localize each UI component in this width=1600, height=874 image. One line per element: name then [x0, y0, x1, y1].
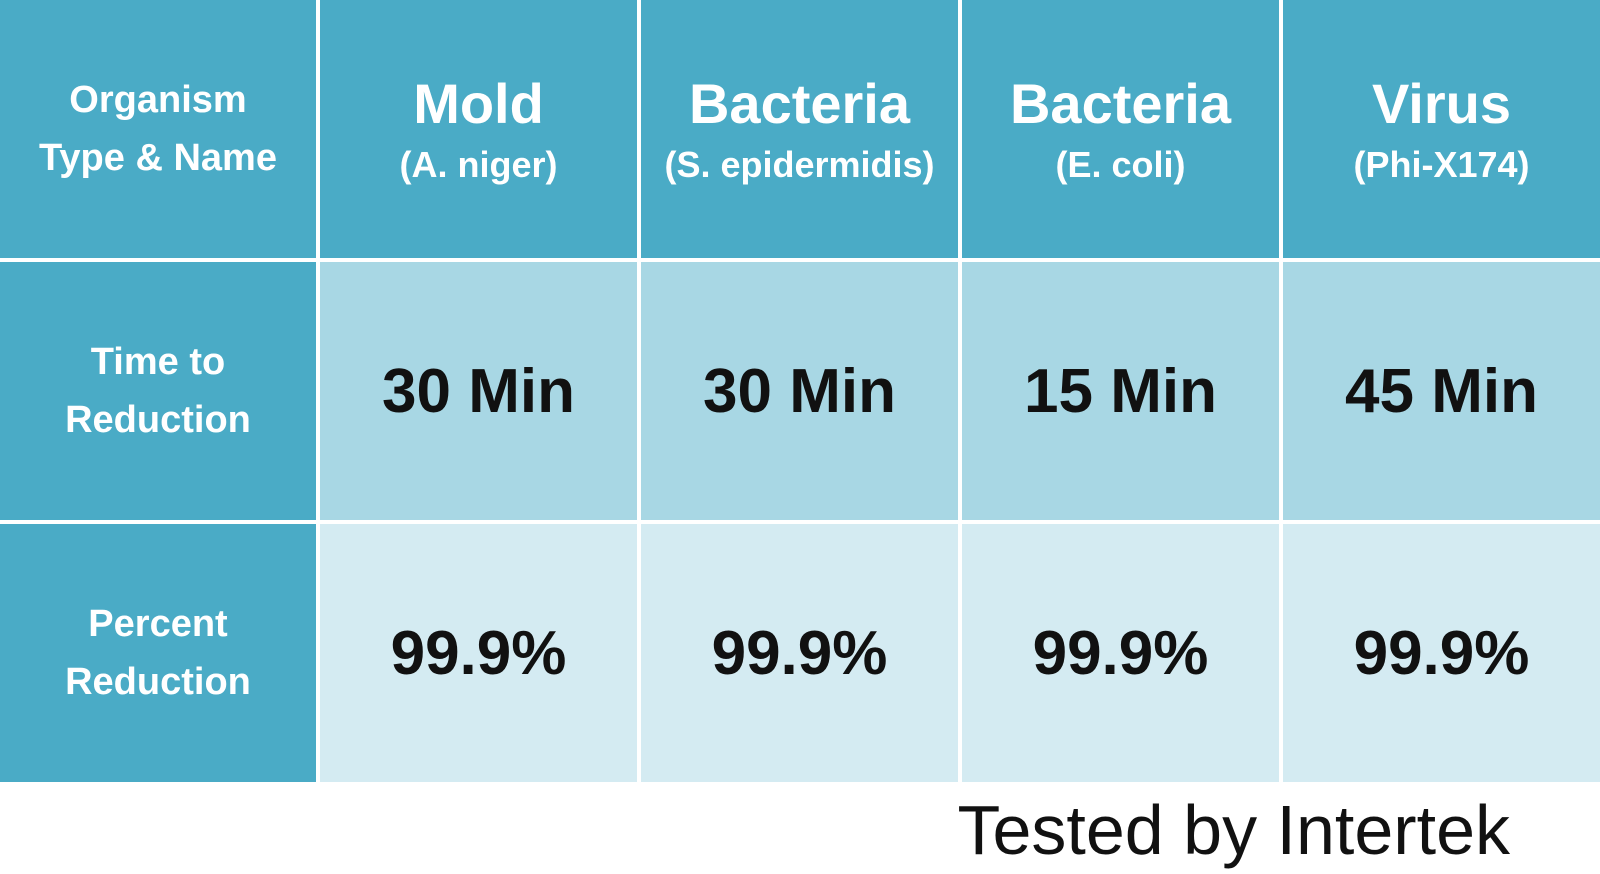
cell-value: 99.9%: [711, 618, 888, 688]
row-label-cell: Percent Reduction: [0, 524, 316, 782]
cell-value: 99.9%: [1353, 618, 1530, 688]
header-cell: Bacteria (S. epidermidis): [641, 0, 958, 258]
value-cell: 99.9%: [320, 524, 637, 782]
value-cell: 15 Min: [962, 262, 1279, 520]
organism-type: Mold: [413, 72, 544, 135]
row-label-cell: Time to Reduction: [0, 262, 316, 520]
row-label: Time to Reduction: [65, 341, 251, 441]
organism-name: (S. epidermidis): [664, 144, 935, 185]
cell-value: 45 Min: [1345, 356, 1538, 426]
value-cell: 30 Min: [320, 262, 637, 520]
table: Organism Type & Name Mold (A. niger) Bacte…: [0, 0, 1600, 782]
header-cell: Mold (A. niger): [320, 0, 637, 258]
organism-name: (Phi-X174): [1353, 144, 1530, 185]
value-cell: 45 Min: [1283, 262, 1600, 520]
cell-value: 99.9%: [1032, 618, 1209, 688]
footer: Tested by Intertek: [957, 791, 1510, 869]
organism-type: Bacteria: [688, 72, 911, 135]
header-cell: Virus (Phi-X174): [1283, 0, 1600, 258]
value-cell: 99.9%: [962, 524, 1279, 782]
cell-value: 30 Min: [382, 356, 575, 426]
cell-value: 30 Min: [703, 356, 896, 426]
value-cell: 99.9%: [641, 524, 958, 782]
value-cell: 99.9%: [1283, 524, 1600, 782]
header-cell: Bacteria (E. coli): [962, 0, 1279, 258]
header-label-cell: Organism Type & Name: [0, 0, 316, 258]
organism-name: (E. coli): [1055, 144, 1186, 185]
cell-value: 15 Min: [1024, 356, 1217, 426]
organism-type: Bacteria: [1009, 72, 1232, 135]
header-label: Organism Type & Name: [39, 79, 277, 179]
row-label: Percent Reduction: [65, 603, 251, 703]
organism-name: (A. niger): [399, 144, 558, 185]
organism-type: Virus: [1371, 72, 1512, 135]
cell-value: 99.9%: [390, 618, 567, 688]
value-cell: 30 Min: [641, 262, 958, 520]
